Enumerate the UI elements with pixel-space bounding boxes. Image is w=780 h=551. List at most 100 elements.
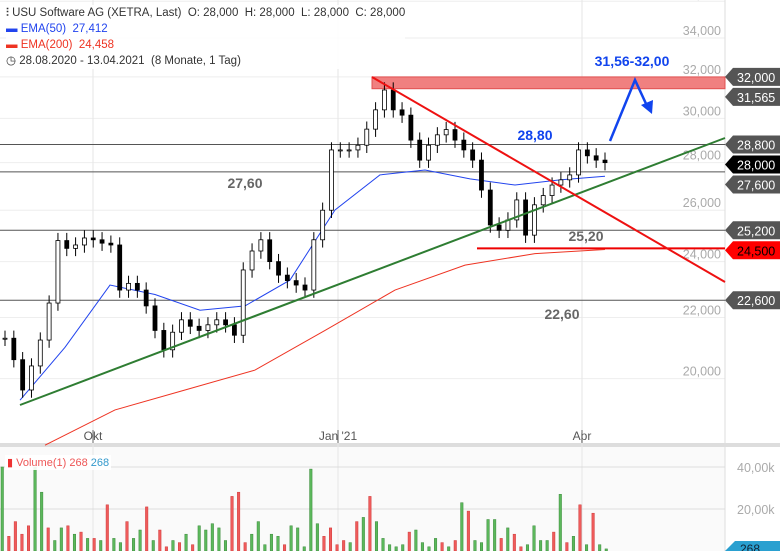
ema50-label: EMA(50) [20,23,67,35]
volume-bar [578,504,582,551]
volume-bar [394,546,398,551]
level-tag-bg [725,135,780,154]
tag-31565: 31,565 [737,91,775,105]
y-tick-label: 24,000 [683,248,721,262]
volume-value: 268 [69,457,88,469]
arrow-head-icon [641,100,653,114]
volume-tick-label: 40,00k [737,461,775,475]
candle [46,302,52,341]
volume-bar [440,542,444,551]
candle [11,337,17,361]
volume-bar [368,496,372,551]
candle [567,174,573,181]
volume-legend: ▮ Volume(1) 268 268 [5,455,112,470]
level-tag-bg [725,291,780,310]
volume-bar [40,491,44,551]
volume-bar [105,504,109,551]
candle [64,240,70,249]
volume-bar [53,540,57,551]
volume-bar [263,544,267,551]
level-label: 27,60 [227,175,262,191]
candle [408,114,414,141]
volume-bar [381,538,385,551]
volume-bar [545,540,549,551]
y-tick-label: 32,000 [683,63,721,77]
candle [593,155,599,161]
volume-bar [552,531,556,551]
candle [82,237,87,246]
candle [214,319,220,326]
candle [426,144,431,161]
candle [29,365,34,391]
candle [196,325,202,331]
candle [470,149,476,161]
candle [170,331,176,351]
volume-bar [388,544,392,551]
ema50-value: 27,412 [72,23,108,35]
panel-divider [0,443,780,447]
y-tick-label: 28,000 [683,149,721,163]
volume-bar [230,496,234,551]
candle [382,89,387,111]
volume-bar [525,544,529,551]
volume-bar [0,466,4,551]
date-range: 28.08.2020 - 13.04.2021 [19,55,145,67]
volume-bar [164,546,168,551]
volume-bar [420,542,424,551]
ema200-swatch-icon: ▬ [6,39,18,51]
volume-label: Volume(1) [16,457,67,469]
candle [73,244,78,249]
level-tag: 25,200 [737,224,775,238]
volume-bar [184,533,188,551]
volume-bar [401,544,405,551]
volume-bar [361,517,365,551]
candle [417,139,423,161]
volume-bar [269,533,273,551]
level-tag: 27,600 [737,179,775,193]
volume-bar [571,536,575,551]
candle [90,237,96,241]
volume-bar [276,536,280,551]
candle [487,189,493,226]
candle [320,209,326,241]
volume-bar [204,529,208,551]
candle [240,269,246,336]
volume-bar [512,533,516,551]
candle [346,149,352,152]
candle [337,149,343,152]
chart-legend: ⫶ USU Software AG (XETRA, Last) O: 28,00… [6,5,406,69]
level-label: 22,60 [544,306,579,322]
volume-bar [427,546,431,551]
ema50-swatch-icon: ▬ [6,23,18,35]
date-span: (8 Monate, 1 Tag) [150,55,241,67]
clock-icon: ◷ [6,55,17,67]
volume-bar [414,529,418,551]
volume-bar [27,525,31,551]
volume-bar [493,519,497,551]
volume-bar [223,540,227,551]
volume-bar [302,546,306,551]
candle [602,159,608,164]
candle [267,239,273,263]
candle [187,319,193,327]
volume-bar [158,529,162,551]
volume-bar [499,538,503,551]
level-tag: 28,800 [737,139,775,153]
volume-bar [256,521,260,551]
candle [364,128,370,146]
volume-bar [112,538,116,551]
candle [284,274,290,282]
last-price-tag-bg [725,155,780,174]
candle [523,199,528,236]
candle [276,261,281,276]
candle [223,319,228,326]
volume-value-avg: 268 [90,457,110,469]
volume-bar [250,533,254,551]
volume-bar [315,523,319,551]
candle [355,144,361,151]
candle [99,239,105,244]
candle [461,139,467,151]
target-arrow [608,76,650,142]
x-tick-label: Jan '21 [319,429,358,443]
